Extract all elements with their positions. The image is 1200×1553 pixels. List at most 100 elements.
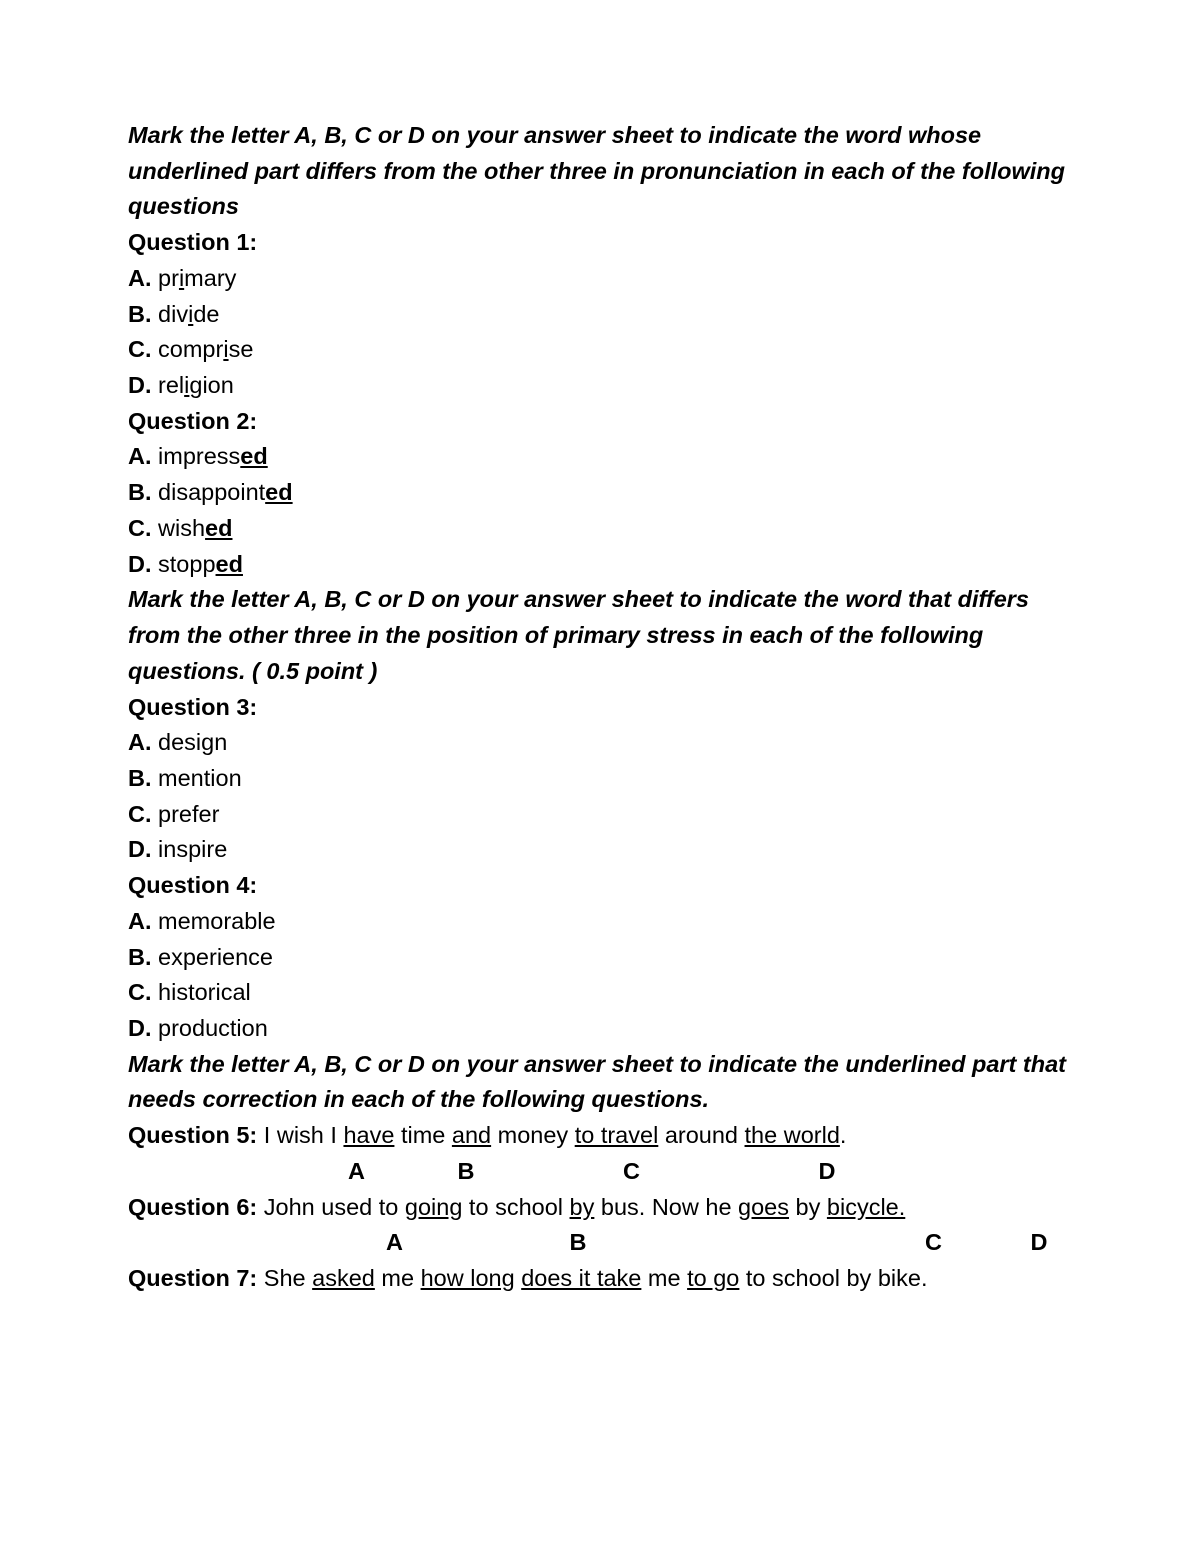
- question-5: Question 5: I wish I have time and money…: [128, 1118, 1085, 1154]
- word-pre: div: [158, 301, 188, 327]
- q4-option-b: B. experience: [128, 940, 1085, 976]
- underlined-part: bicycle.: [827, 1194, 905, 1220]
- instruction-3: Mark the letter A, B, C or D on your ans…: [128, 1047, 1085, 1118]
- option-letter: A.: [128, 443, 152, 469]
- question-label: Question 7:: [128, 1265, 257, 1291]
- underlined-part: have: [343, 1122, 394, 1148]
- question-label: Question 6:: [128, 1194, 257, 1220]
- instruction-1: Mark the letter A, B, C or D on your ans…: [128, 118, 1085, 225]
- underlined-part: to go: [687, 1265, 739, 1291]
- option-word: historical: [158, 979, 251, 1005]
- option-letter: D.: [128, 1015, 152, 1041]
- word-pre: pr: [158, 265, 179, 291]
- text-segment: She: [257, 1265, 312, 1291]
- underlined-part: goes: [738, 1194, 789, 1220]
- q3-option-c: C. prefer: [128, 797, 1085, 833]
- option-letter: B.: [128, 301, 152, 327]
- question-2-heading: Question 2:: [128, 404, 1085, 440]
- underlined-part: ed: [240, 443, 267, 469]
- question-7: Question 7: She asked me how long does i…: [128, 1261, 1085, 1297]
- q4-option-a: A. memorable: [128, 904, 1085, 940]
- word-pre: stopp: [158, 551, 216, 577]
- q3-option-b: B. mention: [128, 761, 1085, 797]
- underlined-part: going: [405, 1194, 463, 1220]
- text-segment: me: [375, 1265, 421, 1291]
- text-segment: bus. Now he: [594, 1194, 738, 1220]
- q4-option-d: D. production: [128, 1011, 1085, 1047]
- word-post: se: [229, 336, 254, 362]
- q1-option-c: C. comprise: [128, 332, 1085, 368]
- question-1-heading: Question 1:: [128, 225, 1085, 261]
- option-letter: B.: [128, 944, 152, 970]
- underlined-part: ed: [205, 515, 232, 541]
- choice-letter-d: D: [819, 1154, 836, 1190]
- option-word: inspire: [158, 836, 227, 862]
- word-pre: disappoint: [158, 479, 265, 505]
- q5-choice-letters: A B C D: [128, 1154, 1085, 1190]
- text-segment: me: [641, 1265, 687, 1291]
- text-segment: to school: [462, 1194, 569, 1220]
- word-pre: impress: [158, 443, 240, 469]
- underlined-part: the world: [745, 1122, 840, 1148]
- option-letter: D.: [128, 372, 152, 398]
- option-letter: C.: [128, 979, 152, 1005]
- text-segment: by: [789, 1194, 827, 1220]
- q2-option-c: C. wished: [128, 511, 1085, 547]
- underlined-part: ed: [265, 479, 292, 505]
- choice-letter-d: D: [1031, 1225, 1048, 1261]
- underlined-part: does it take: [521, 1265, 641, 1291]
- question-label: Question 5:: [128, 1122, 257, 1148]
- option-letter: B.: [128, 765, 152, 791]
- option-letter: D.: [128, 836, 152, 862]
- option-letter: B.: [128, 479, 152, 505]
- option-letter: A.: [128, 908, 152, 934]
- option-letter: C.: [128, 801, 152, 827]
- text-segment: money: [491, 1122, 575, 1148]
- q2-option-a: A. impressed: [128, 439, 1085, 475]
- q1-option-a: A. primary: [128, 261, 1085, 297]
- option-letter: D.: [128, 551, 152, 577]
- choice-letter-a: A: [348, 1154, 365, 1190]
- option-word: experience: [158, 944, 273, 970]
- q1-option-b: B. divide: [128, 297, 1085, 333]
- word-pre: compr: [158, 336, 223, 362]
- word-post: mary: [184, 265, 236, 291]
- underlined-part: ed: [216, 551, 243, 577]
- option-letter: C.: [128, 336, 152, 362]
- q1-option-d: D. religion: [128, 368, 1085, 404]
- underlined-part: how long: [421, 1265, 515, 1291]
- option-word: mention: [158, 765, 242, 791]
- option-letter: A.: [128, 265, 152, 291]
- choice-letter-c: C: [925, 1225, 942, 1261]
- underlined-part: by: [570, 1194, 595, 1220]
- option-word: design: [158, 729, 227, 755]
- q2-option-b: B. disappointed: [128, 475, 1085, 511]
- text-segment: to school by bike.: [739, 1265, 927, 1291]
- q3-option-a: A. design: [128, 725, 1085, 761]
- option-letter: A.: [128, 729, 152, 755]
- question-4-heading: Question 4:: [128, 868, 1085, 904]
- choice-letter-b: B: [570, 1225, 587, 1261]
- word-pre: wish: [158, 515, 205, 541]
- option-word: prefer: [158, 801, 219, 827]
- choice-letter-a: A: [386, 1225, 403, 1261]
- choice-letter-b: B: [458, 1154, 475, 1190]
- underlined-part: and: [452, 1122, 491, 1148]
- q4-option-c: C. historical: [128, 975, 1085, 1011]
- option-word: memorable: [158, 908, 276, 934]
- word-post: gion: [189, 372, 233, 398]
- word-pre: rel: [158, 372, 184, 398]
- question-6: Question 6: John used to going to school…: [128, 1190, 1085, 1226]
- instruction-2: Mark the letter A, B, C or D on your ans…: [128, 582, 1085, 689]
- question-3-heading: Question 3:: [128, 690, 1085, 726]
- choice-letter-c: C: [623, 1154, 640, 1190]
- option-word: production: [158, 1015, 268, 1041]
- q2-option-d: D. stopped: [128, 547, 1085, 583]
- text-segment: I wish I: [257, 1122, 343, 1148]
- underlined-part: asked: [312, 1265, 375, 1291]
- underlined-part: to travel: [575, 1122, 659, 1148]
- worksheet-page: Mark the letter A, B, C or D on your ans…: [0, 0, 1200, 1553]
- word-post: de: [193, 301, 219, 327]
- text-segment: time: [394, 1122, 451, 1148]
- q6-choice-letters: A B C D: [128, 1225, 1085, 1261]
